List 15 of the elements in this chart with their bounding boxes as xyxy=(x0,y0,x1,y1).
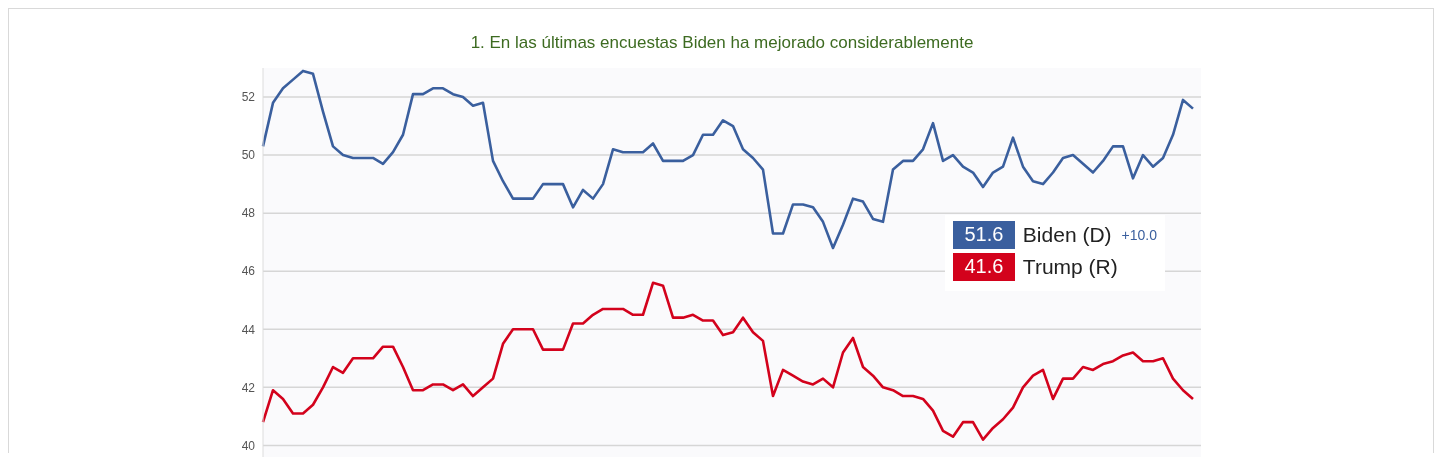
line-series xyxy=(261,281,1195,441)
y-tick-label: 44 xyxy=(241,322,256,337)
y-tick-label: 40 xyxy=(241,438,256,453)
annotation: 41.6 xyxy=(952,253,1015,281)
y-tick-label: 50 xyxy=(241,148,256,163)
annotation: +10.0 xyxy=(1121,227,1157,243)
y-tick-label: 46 xyxy=(241,264,256,279)
y-tick-label: 52 xyxy=(241,90,256,105)
y-tick-label: 48 xyxy=(241,206,256,221)
y-tick-label: 42 xyxy=(241,380,256,395)
chart-title: 1. En las últimas encuestas Biden ha mejorado considerablemente xyxy=(469,33,975,53)
annotation: 51.6 xyxy=(952,221,1015,249)
legend-label: Trump (R) xyxy=(1022,255,1118,279)
legend-label: Biden (D) xyxy=(1022,223,1112,247)
line-series xyxy=(261,69,1195,250)
